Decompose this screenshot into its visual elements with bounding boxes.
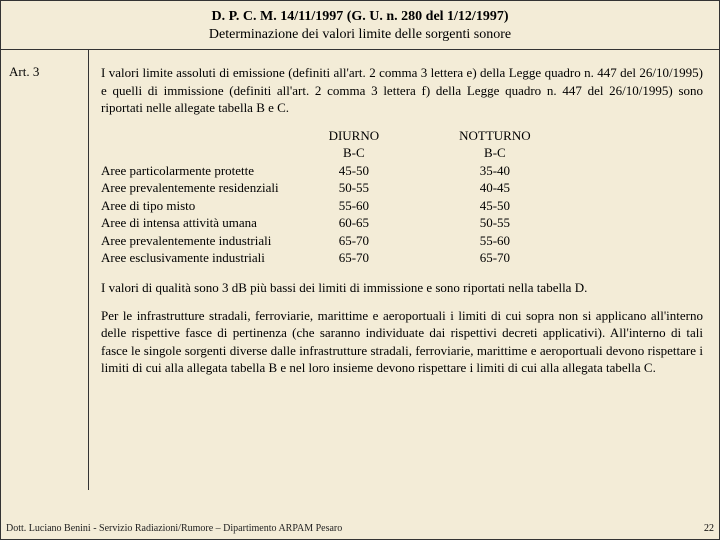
limits-table: DIURNO NOTTURNO B-C B-C Aree particolarm… xyxy=(101,127,571,267)
notturno-val: 55-60 xyxy=(419,232,571,250)
area-label: Aree prevalentemente industriali xyxy=(101,232,289,250)
col-diurno-sub: B-C xyxy=(289,144,420,162)
notturno-val: 50-55 xyxy=(419,214,571,232)
notturno-val: 45-50 xyxy=(419,197,571,215)
area-label: Aree di intensa attività umana xyxy=(101,214,289,232)
col-area-blank xyxy=(101,127,289,145)
col-diurno-header: DIURNO xyxy=(289,127,420,145)
page-number: 22 xyxy=(704,523,714,534)
quality-paragraph: I valori di qualità sono 3 dB più bassi … xyxy=(101,279,703,297)
diurno-val: 55-60 xyxy=(289,197,420,215)
document-frame: D. P. C. M. 14/11/1997 (G. U. n. 280 del… xyxy=(0,0,720,540)
diurno-val: 50-55 xyxy=(289,179,420,197)
footer: Dott. Luciano Benini - Servizio Radiazio… xyxy=(6,523,714,534)
notturno-val: 35-40 xyxy=(419,162,571,180)
article-column: Art. 3 xyxy=(1,50,89,490)
area-label: Aree esclusivamente industriali xyxy=(101,249,289,267)
footer-author: Dott. Luciano Benini - Servizio Radiazio… xyxy=(6,523,342,534)
area-label: Aree particolarmente protette xyxy=(101,162,289,180)
body-row: Art. 3 I valori limite assoluti di emiss… xyxy=(1,50,719,490)
doc-title: D. P. C. M. 14/11/1997 (G. U. n. 280 del… xyxy=(11,9,709,25)
infrastructure-paragraph: Per le infrastrutture stradali, ferrovia… xyxy=(101,307,703,377)
main-content: I valori limite assoluti di emissione (d… xyxy=(89,50,719,490)
article-label: Art. 3 xyxy=(9,64,39,79)
col-notturno-sub: B-C xyxy=(419,144,571,162)
area-label: Aree di tipo misto xyxy=(101,197,289,215)
diurno-val: 45-50 xyxy=(289,162,420,180)
area-label: Aree prevalentemente residenziali xyxy=(101,179,289,197)
notturno-val: 65-70 xyxy=(419,249,571,267)
diurno-val: 65-70 xyxy=(289,232,420,250)
diurno-val: 65-70 xyxy=(289,249,420,267)
notturno-val: 40-45 xyxy=(419,179,571,197)
header: D. P. C. M. 14/11/1997 (G. U. n. 280 del… xyxy=(1,1,719,50)
col-notturno-header: NOTTURNO xyxy=(419,127,571,145)
diurno-val: 60-65 xyxy=(289,214,420,232)
doc-subtitle: Determinazione dei valori limite delle s… xyxy=(11,27,709,43)
intro-paragraph: I valori limite assoluti di emissione (d… xyxy=(101,64,703,117)
